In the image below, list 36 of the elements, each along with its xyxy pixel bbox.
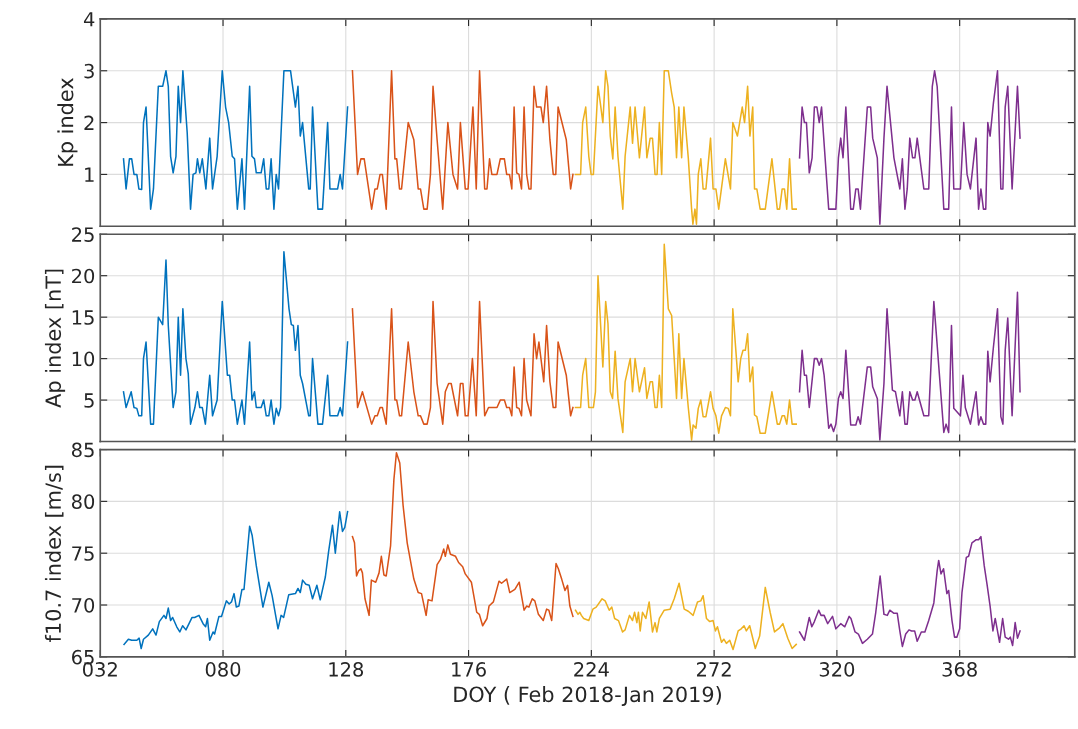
line-series [351,70,574,210]
y-tick-label: 20 [72,268,95,284]
y-tick-label: 10 [72,351,95,367]
line-series [798,291,1021,441]
y-tick-label: 70 [72,597,95,613]
line-series [574,70,797,225]
x-tick-label: 224 [574,662,609,677]
line-series [122,70,349,210]
y-tick-label: 4 [83,12,95,27]
x-axis-title: DOY ( Feb 2018-Jan 2019) [454,686,721,707]
x-tick-label: 320 [819,662,855,677]
line-series [351,451,574,627]
y-tick-label: 15 [72,310,94,325]
y-tick-label: 75 [72,546,94,561]
line-series [574,243,797,441]
line-series [122,250,349,425]
line-series [798,70,1021,225]
y-axis-title: Kp index [57,78,78,166]
y-tick-label: 1 [85,167,94,182]
line-series [351,300,574,425]
line-series [123,510,349,650]
x-tick-label: 080 [205,662,241,677]
y-tick-label: 3 [84,63,94,79]
y-tick-label: 2 [84,115,94,130]
x-tick-label: 368 [942,662,977,677]
x-tick-label: 176 [452,662,486,677]
x-tick-label: 272 [696,662,731,677]
x-tick-label: 128 [329,662,364,677]
line-series [574,582,797,651]
y-tick-label: 85 [71,442,94,458]
line-series [798,535,1021,648]
y-tick-label: 25 [72,227,94,242]
y-tick-label: 80 [71,494,95,510]
y-tick-label: 5 [84,393,94,408]
y-axis-title: f10.7 index [m/s] [44,465,64,642]
y-axis-title: Ap index [nT] [44,269,66,408]
